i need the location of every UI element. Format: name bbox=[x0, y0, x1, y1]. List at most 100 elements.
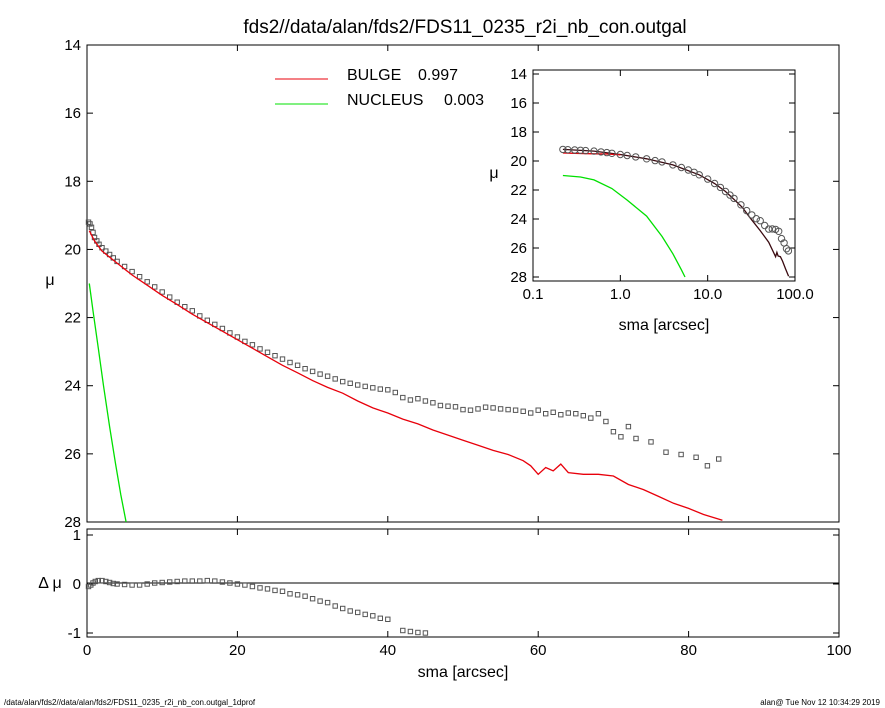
main-data-point bbox=[370, 385, 376, 391]
main-data-point bbox=[595, 411, 602, 417]
main-data-point bbox=[490, 405, 496, 411]
main-data-point bbox=[565, 410, 571, 416]
legend-nucleus-label: NUCLEUS bbox=[347, 92, 423, 109]
residual-data-point bbox=[347, 608, 353, 614]
legend-bulge-value: 0.997 bbox=[418, 67, 458, 84]
main-plot-frame bbox=[86, 44, 840, 523]
inset-data-point bbox=[632, 153, 640, 161]
main-data-point bbox=[460, 406, 466, 413]
main-data-point bbox=[648, 439, 654, 445]
main-data-point bbox=[189, 308, 196, 314]
main-data-point bbox=[332, 376, 338, 382]
main-data-point bbox=[309, 368, 316, 375]
residual-data-point bbox=[294, 592, 301, 598]
main-data-point bbox=[324, 373, 331, 379]
inset-data-point bbox=[743, 206, 751, 215]
inset-ticks: 14 16 18 20 22 24 26 280.1 1.0 10.0 100.0 bbox=[510, 66, 813, 303]
inset-data-point bbox=[756, 217, 764, 225]
residual-data-point bbox=[114, 581, 120, 587]
inset-data-point bbox=[559, 145, 567, 154]
main-data-point bbox=[610, 429, 617, 435]
residual-data-point bbox=[272, 587, 278, 594]
residual-xtick-label: 20 bbox=[229, 642, 246, 659]
main-data-point bbox=[475, 406, 481, 412]
inset-y-label: μ bbox=[489, 165, 498, 182]
inset-nucleus-line bbox=[562, 174, 686, 278]
inset-data-point bbox=[576, 146, 585, 155]
main-data-point bbox=[392, 389, 399, 396]
residual-data-point bbox=[407, 628, 414, 635]
main-data-point bbox=[716, 456, 722, 462]
residual-data-point bbox=[340, 605, 346, 612]
inset-ytick-label: 18 bbox=[510, 124, 527, 141]
residual-data-point bbox=[317, 598, 323, 604]
inset-data-point bbox=[784, 247, 793, 255]
residual-data-point bbox=[370, 613, 376, 619]
residual-data-point bbox=[189, 578, 196, 584]
main-data-point bbox=[558, 412, 564, 418]
inset-data-point bbox=[564, 146, 572, 154]
inset-xtick-label: 1.0 bbox=[610, 286, 631, 303]
main-ytick-label: 22 bbox=[64, 310, 81, 327]
main-ytick-label: 14 bbox=[64, 37, 81, 54]
inset-data-point bbox=[775, 227, 783, 236]
main-ytick-label: 16 bbox=[64, 105, 81, 122]
main-data-point bbox=[678, 451, 684, 458]
main-data-point bbox=[528, 410, 534, 416]
main-y-ticks: 14 16 18 20 22 24 26 28 bbox=[64, 37, 840, 531]
residual-data-point bbox=[400, 627, 406, 634]
residual-data-point bbox=[95, 577, 101, 584]
main-data-point bbox=[535, 407, 541, 413]
inset-data-point bbox=[608, 149, 616, 158]
inset-data-point bbox=[748, 211, 756, 219]
residual-data-point bbox=[103, 578, 109, 585]
main-data-point bbox=[88, 224, 95, 231]
residual-xtick-label: 80 bbox=[680, 642, 697, 659]
inset-ytick-label: 14 bbox=[510, 66, 527, 83]
inset-data-point bbox=[571, 146, 579, 154]
inset-data-point bbox=[669, 161, 677, 169]
residual-data-point bbox=[385, 616, 391, 622]
inset-data-point bbox=[642, 155, 651, 163]
main-data-point bbox=[129, 268, 135, 275]
residual-data-point bbox=[159, 579, 165, 586]
inset-data-point bbox=[695, 171, 703, 179]
inset-data-point bbox=[710, 179, 719, 188]
residual-data-point bbox=[362, 611, 368, 618]
main-data-point bbox=[347, 380, 353, 387]
residual-series-layer bbox=[85, 577, 429, 636]
residual-data-point bbox=[377, 615, 384, 621]
residual-data-point bbox=[279, 588, 286, 594]
inset-xtick-label: 10.0 bbox=[693, 286, 722, 303]
inset-x-label: sma [arcsec] bbox=[619, 317, 710, 334]
residual-xtick-label: 100 bbox=[826, 642, 851, 659]
residual-data-point bbox=[92, 578, 98, 585]
residual-y-label: Δ μ bbox=[38, 575, 61, 592]
main-data-point bbox=[437, 402, 444, 409]
residual-data-point bbox=[167, 579, 173, 585]
main-data-point bbox=[355, 382, 361, 388]
inset-data-point bbox=[616, 150, 624, 159]
main-data-point bbox=[603, 418, 609, 425]
residual-xtick-label: 0 bbox=[83, 642, 91, 659]
residual-xtick-label: 40 bbox=[379, 642, 396, 659]
residual-data-point bbox=[99, 577, 105, 584]
main-data-point bbox=[430, 400, 436, 406]
main-data-point bbox=[302, 366, 308, 372]
main-data-point bbox=[317, 371, 323, 377]
main-data-point bbox=[505, 406, 511, 413]
inset-data-point bbox=[721, 187, 730, 196]
residual-data-point bbox=[136, 582, 143, 588]
inset-ytick-label: 16 bbox=[510, 95, 527, 112]
main-data-point bbox=[543, 411, 549, 417]
main-plot: 14 16 18 20 22 24 26 28 μ BULGE 0.997 NUCLEUS 0… bbox=[45, 37, 840, 531]
main-series-layer bbox=[85, 219, 723, 523]
residual-data-point bbox=[264, 586, 271, 592]
main-data-point bbox=[362, 383, 368, 390]
main-data-point bbox=[279, 356, 286, 362]
main-data-point bbox=[257, 346, 263, 352]
residual-data-point bbox=[129, 582, 135, 588]
residual-data-point bbox=[204, 577, 211, 584]
main-ytick-label: 26 bbox=[64, 446, 81, 463]
